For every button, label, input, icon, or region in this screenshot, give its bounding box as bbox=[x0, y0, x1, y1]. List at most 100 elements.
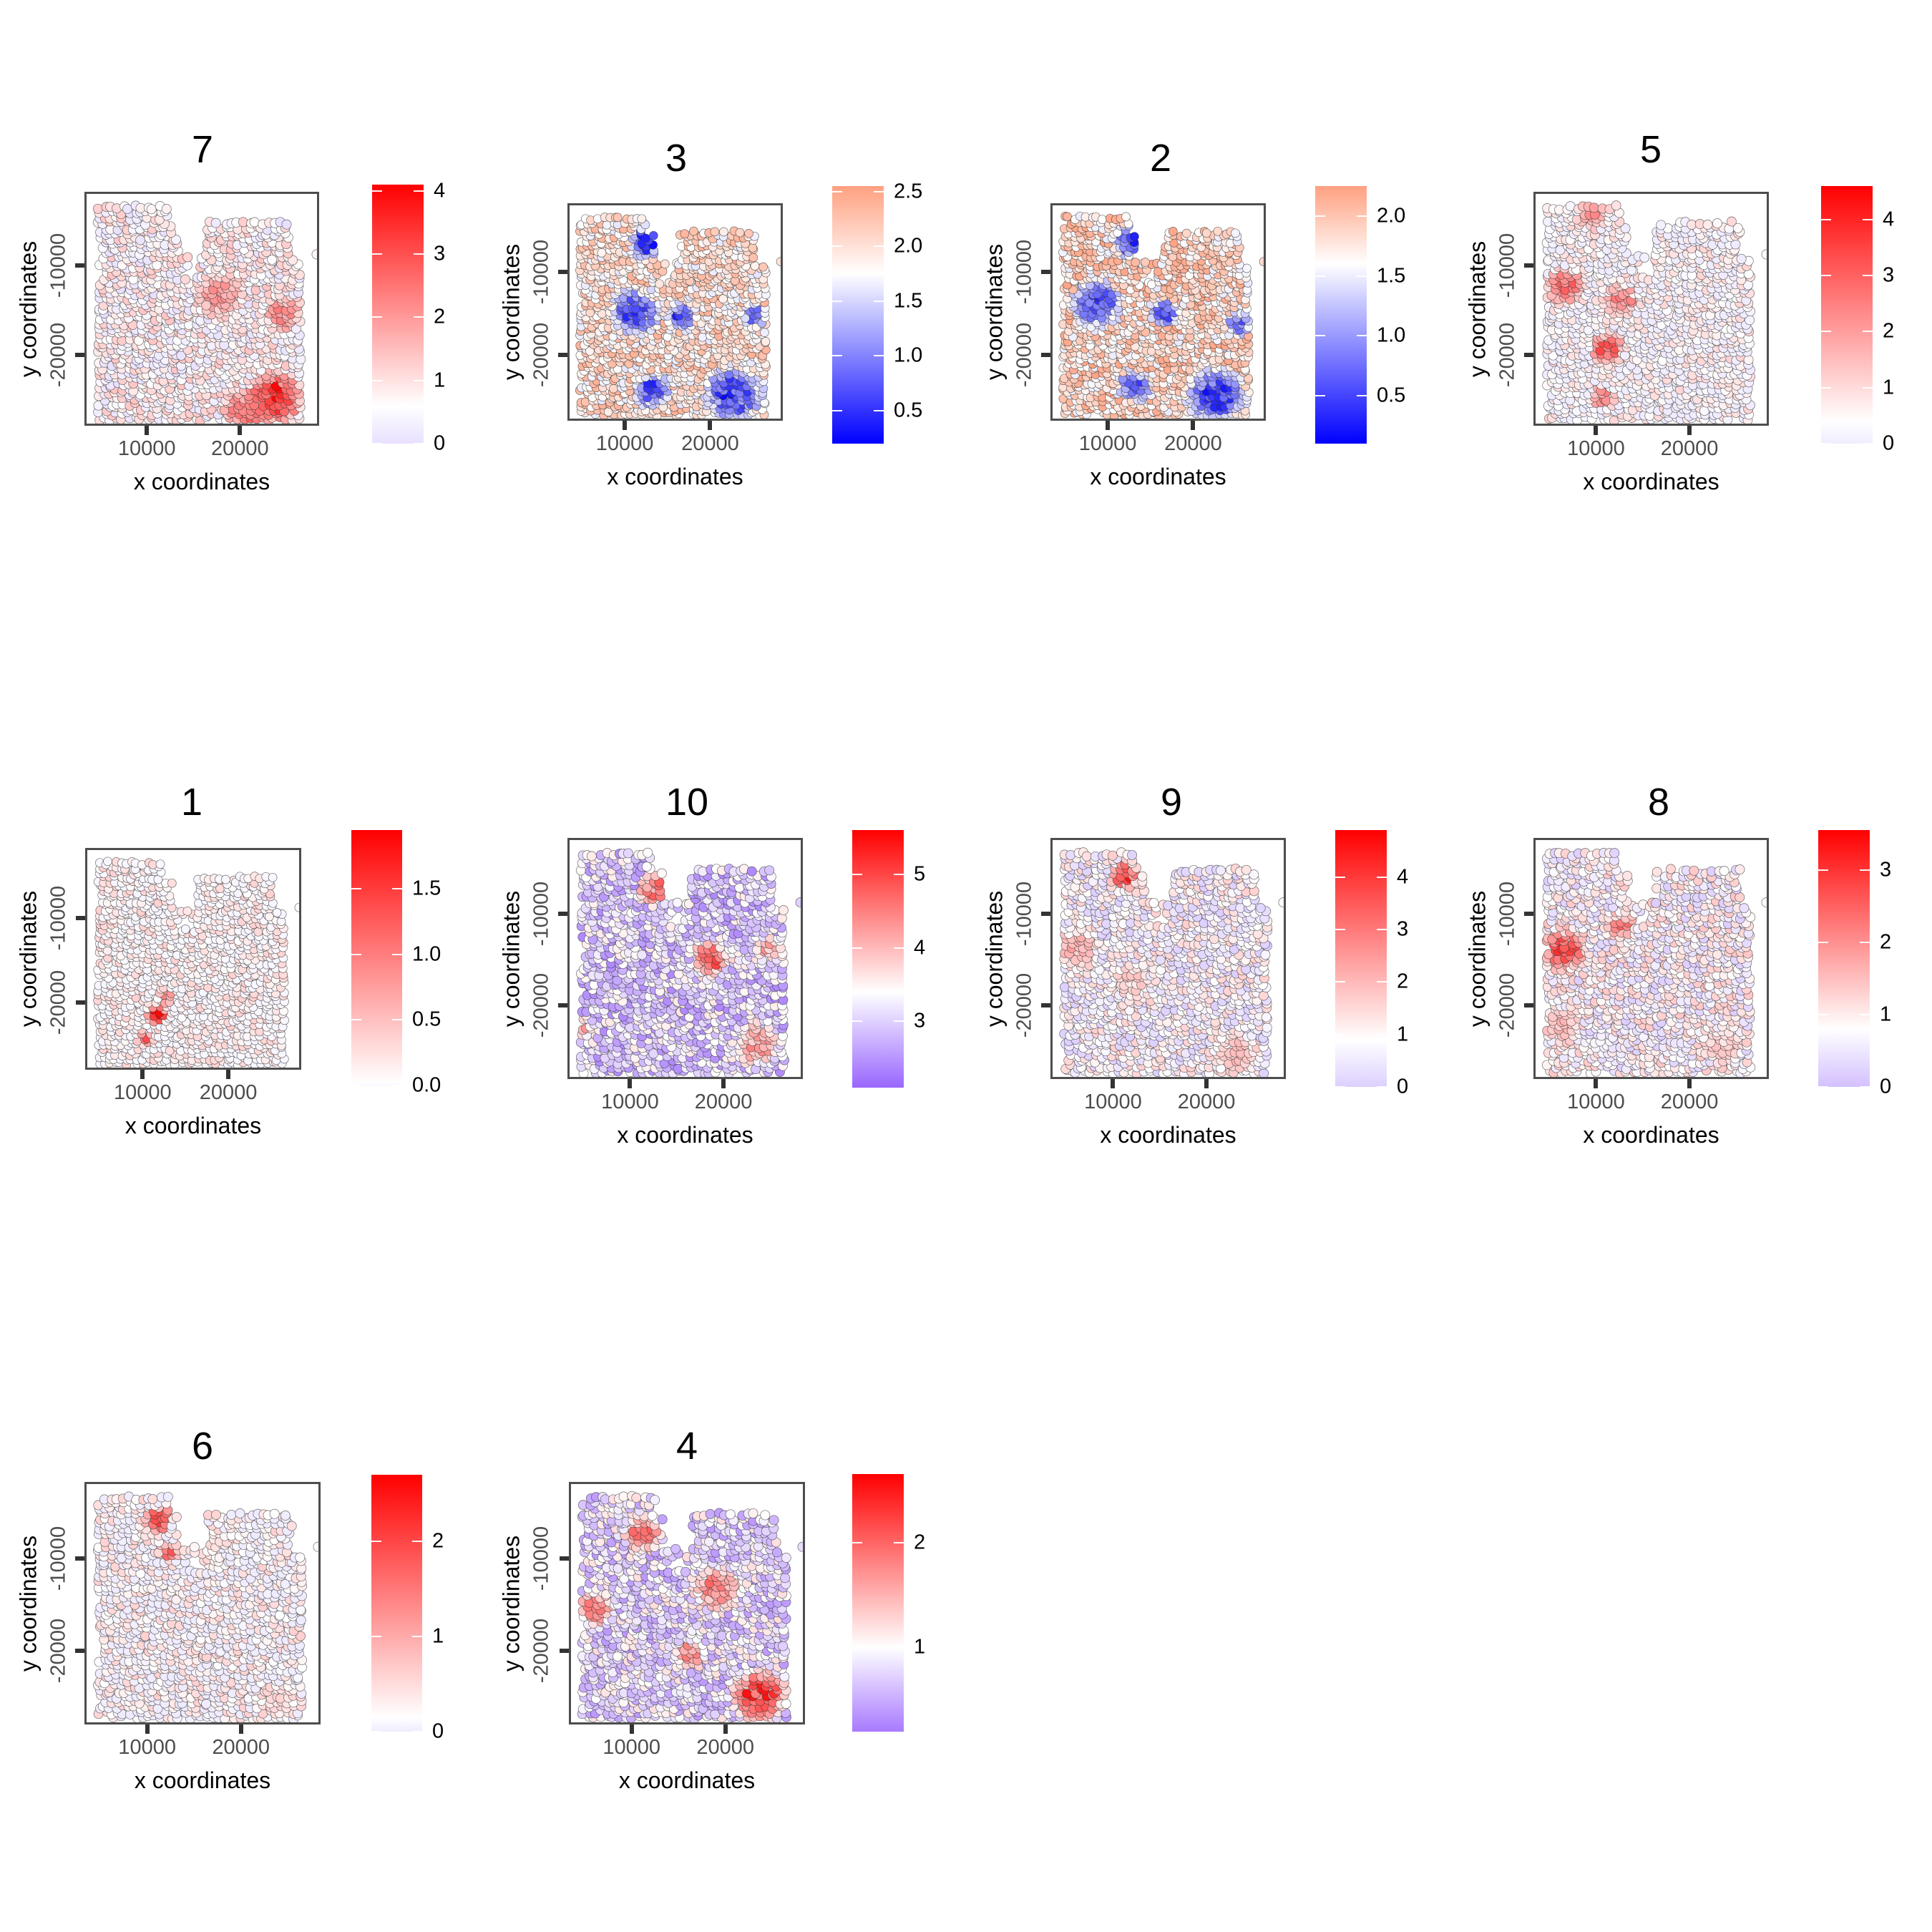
colorbar-label: 0.5 bbox=[1377, 384, 1406, 407]
colorbar-tick bbox=[1357, 335, 1367, 337]
colorbar bbox=[1315, 186, 1367, 444]
colorbar-tick bbox=[832, 355, 842, 357]
colorbar-tick bbox=[414, 316, 424, 318]
data-point bbox=[648, 230, 658, 240]
data-point bbox=[680, 229, 690, 239]
colorbar-label: 3 bbox=[434, 242, 446, 265]
colorbar-tick bbox=[1315, 395, 1325, 397]
data-point bbox=[1259, 257, 1264, 266]
data-point bbox=[1141, 258, 1150, 267]
colorbar-tick bbox=[372, 190, 382, 192]
data-point bbox=[1063, 212, 1072, 222]
data-point bbox=[146, 204, 157, 215]
colorbar-label: 1 bbox=[434, 369, 446, 392]
data-point bbox=[92, 203, 103, 214]
data-point bbox=[1098, 215, 1107, 225]
colorbar-tick bbox=[874, 190, 884, 192]
data-point bbox=[1231, 228, 1240, 238]
y-tick bbox=[1041, 269, 1050, 274]
colorbar-tick bbox=[832, 410, 842, 412]
data-point bbox=[698, 332, 708, 342]
panel-title: 3 bbox=[665, 137, 688, 180]
y-tick bbox=[75, 352, 84, 357]
colorbar-label: 2.5 bbox=[894, 180, 923, 203]
data-point bbox=[776, 257, 781, 266]
data-point bbox=[1181, 228, 1191, 238]
y-tick-label: -10000 bbox=[530, 239, 553, 305]
colorbar-tick bbox=[414, 379, 424, 381]
x-axis-label: x coordinates bbox=[133, 469, 270, 494]
y-tick bbox=[75, 263, 84, 268]
x-tick bbox=[145, 426, 150, 435]
colorbar-label: 1.0 bbox=[894, 343, 923, 367]
data-point bbox=[1130, 232, 1139, 241]
scatter-points bbox=[1058, 211, 1264, 419]
data-point bbox=[1213, 226, 1223, 236]
colorbar-tick bbox=[832, 190, 842, 192]
colorbar-tick bbox=[414, 443, 424, 444]
data-point bbox=[660, 259, 670, 269]
colorbar-label: 1.5 bbox=[1377, 264, 1406, 288]
plot-area bbox=[84, 192, 319, 426]
colorbar-tick bbox=[414, 253, 424, 255]
data-point bbox=[719, 227, 728, 237]
data-point bbox=[760, 328, 769, 337]
x-tick bbox=[238, 426, 243, 435]
y-axis-label: y coordinates bbox=[498, 243, 525, 381]
colorbar-tick bbox=[874, 355, 884, 357]
y-tick-label: -10000 bbox=[1013, 239, 1036, 305]
y-axis-label: y coordinates bbox=[981, 243, 1008, 381]
data-point bbox=[311, 249, 317, 260]
data-point bbox=[761, 337, 771, 346]
colorbar-tick bbox=[372, 443, 382, 444]
data-point bbox=[735, 228, 745, 238]
colorbar-tick bbox=[372, 316, 382, 318]
data-point bbox=[1168, 227, 1178, 236]
colorbar bbox=[832, 186, 884, 444]
colorbar-tick bbox=[832, 245, 842, 248]
panel-title: 7 bbox=[191, 128, 214, 171]
data-point bbox=[663, 332, 673, 342]
x-tick-label: 10000 bbox=[1078, 432, 1137, 455]
data-point bbox=[613, 213, 623, 223]
data-point bbox=[1201, 228, 1211, 238]
data-point bbox=[210, 218, 221, 228]
colorbar-tick bbox=[1357, 395, 1367, 397]
scatter-points bbox=[92, 200, 317, 424]
data-point bbox=[281, 219, 292, 230]
data-point bbox=[609, 384, 618, 394]
data-point bbox=[689, 226, 698, 236]
data-point bbox=[135, 235, 146, 245]
data-point bbox=[238, 217, 248, 228]
colorbar-tick bbox=[1357, 215, 1367, 217]
x-axis-label: x coordinates bbox=[607, 464, 743, 489]
y-tick bbox=[558, 269, 567, 274]
data-point bbox=[182, 252, 193, 263]
colorbar-label: 4 bbox=[434, 179, 446, 203]
y-tick-label: -20000 bbox=[530, 322, 553, 387]
x-tick-label: 10000 bbox=[117, 437, 176, 460]
x-tick bbox=[1191, 421, 1196, 430]
y-axis-label: y coordinates bbox=[15, 240, 42, 377]
x-tick bbox=[708, 421, 713, 430]
data-point bbox=[637, 214, 647, 224]
data-point bbox=[1121, 212, 1131, 222]
y-tick bbox=[1041, 352, 1050, 357]
data-point bbox=[655, 279, 664, 289]
panel-title: 5 bbox=[1639, 128, 1662, 171]
colorbar-tick bbox=[1315, 215, 1325, 217]
colorbar-label: 1.0 bbox=[1377, 323, 1406, 347]
scatter-points bbox=[575, 213, 781, 419]
x-tick bbox=[1106, 421, 1111, 430]
x-tick-label: 20000 bbox=[1164, 432, 1222, 455]
colorbar bbox=[372, 185, 424, 444]
colorbar-tick bbox=[1357, 275, 1367, 277]
data-point bbox=[180, 274, 190, 285]
scatter-points bbox=[1541, 200, 1767, 424]
panel-title: 2 bbox=[1149, 137, 1172, 180]
x-tick bbox=[623, 421, 628, 430]
data-point bbox=[267, 254, 278, 265]
colorbar-label: 2 bbox=[434, 305, 446, 328]
colorbar-tick bbox=[1315, 275, 1325, 277]
colorbar-tick bbox=[874, 245, 884, 248]
